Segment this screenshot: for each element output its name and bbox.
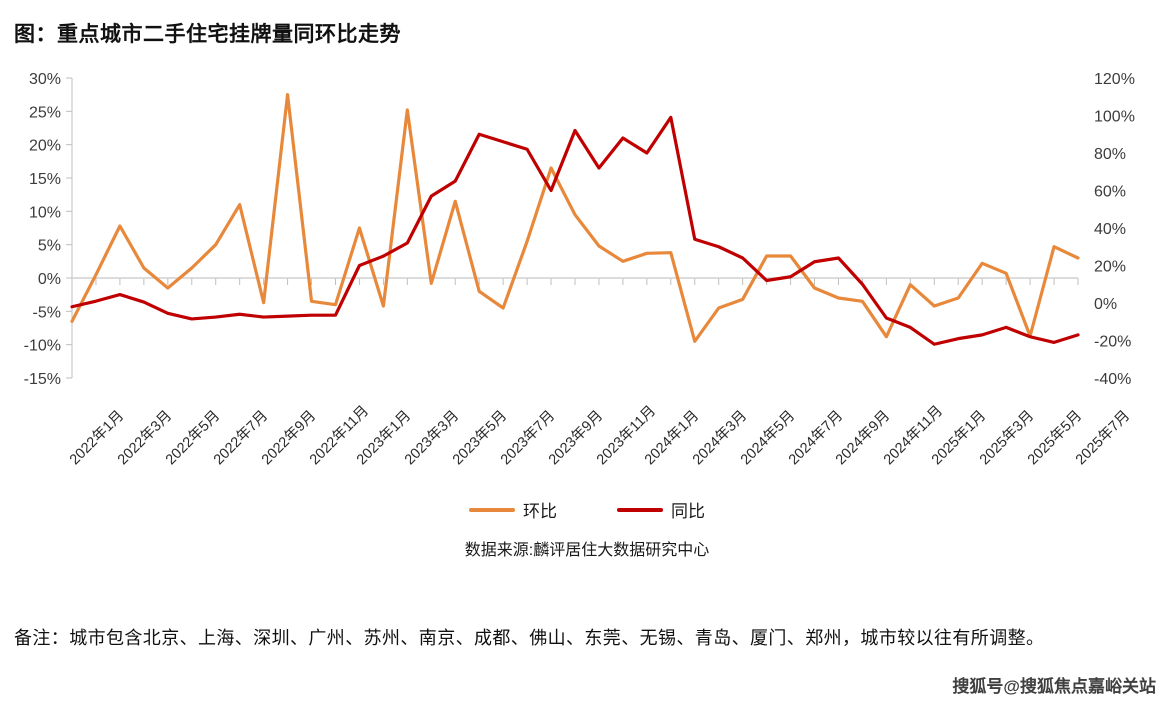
legend-label-mom: 环比 bbox=[523, 502, 557, 521]
svg-text:100%: 100% bbox=[1094, 109, 1135, 126]
x-axis bbox=[71, 278, 1079, 285]
svg-text:30%: 30% bbox=[29, 71, 61, 88]
source-note: 数据来源:麟评居住大数据研究中心 bbox=[464, 542, 710, 559]
line-chart-svg: 30% 25% 20% 15% 10% 5% 0% -5% -10% -15% 120% 100% 8… bbox=[24, 71, 1135, 388]
svg-text:20%: 20% bbox=[29, 138, 61, 155]
chart-title: 图：重点城市二手住宅挂牌量同环比走势 bbox=[14, 23, 401, 46]
svg-text:10%: 10% bbox=[29, 204, 61, 221]
x-axis-labels: 2022年1月 2022年3月 2022年5月 2022年7月 2022年9月 2022年… bbox=[0, 403, 1174, 543]
svg-text:15%: 15% bbox=[29, 171, 61, 188]
svg-text:5%: 5% bbox=[38, 238, 61, 255]
series-group bbox=[70, 93, 1080, 346]
svg-text:-10%: -10% bbox=[24, 338, 61, 355]
svg-text:120%: 120% bbox=[1094, 71, 1135, 88]
svg-text:80%: 80% bbox=[1094, 146, 1126, 163]
legend-swatch-yoy bbox=[617, 507, 663, 512]
legend-label-yoy: 同比 bbox=[671, 502, 705, 521]
svg-text:0%: 0% bbox=[1094, 296, 1117, 313]
svg-text:25%: 25% bbox=[29, 104, 61, 121]
chart-plot-area: 30% 25% 20% 15% 10% 5% 0% -5% -10% -15% 120% 100% 8… bbox=[0, 60, 1174, 468]
svg-text:-20%: -20% bbox=[1094, 334, 1131, 351]
footnote: 备注：城市包含北京、上海、深圳、广州、苏州、南京、成都、佛山、东莞、无锡、青岛、… bbox=[14, 628, 1045, 648]
svg-text:40%: 40% bbox=[1094, 221, 1126, 238]
svg-text:0%: 0% bbox=[38, 271, 61, 288]
chart-legend: 环比 同比 bbox=[0, 497, 1174, 522]
legend-item-mom[interactable]: 环比 bbox=[469, 497, 557, 522]
svg-text:-40%: -40% bbox=[1094, 371, 1131, 388]
legend-swatch-mom bbox=[469, 507, 515, 512]
watermark: 搜狐号@搜狐焦点嘉峪关站 bbox=[952, 677, 1156, 696]
right-y-axis: 120% 100% 80% 60% 40% 20% 0% -20% -40% bbox=[1094, 71, 1135, 388]
legend-item-yoy[interactable]: 同比 bbox=[617, 497, 705, 522]
svg-text:-5%: -5% bbox=[33, 304, 61, 321]
svg-text:-15%: -15% bbox=[24, 371, 61, 388]
svg-text:20%: 20% bbox=[1094, 259, 1126, 276]
svg-text:60%: 60% bbox=[1094, 184, 1126, 201]
left-y-axis: 30% 25% 20% 15% 10% 5% 0% -5% -10% -15% bbox=[24, 71, 73, 388]
